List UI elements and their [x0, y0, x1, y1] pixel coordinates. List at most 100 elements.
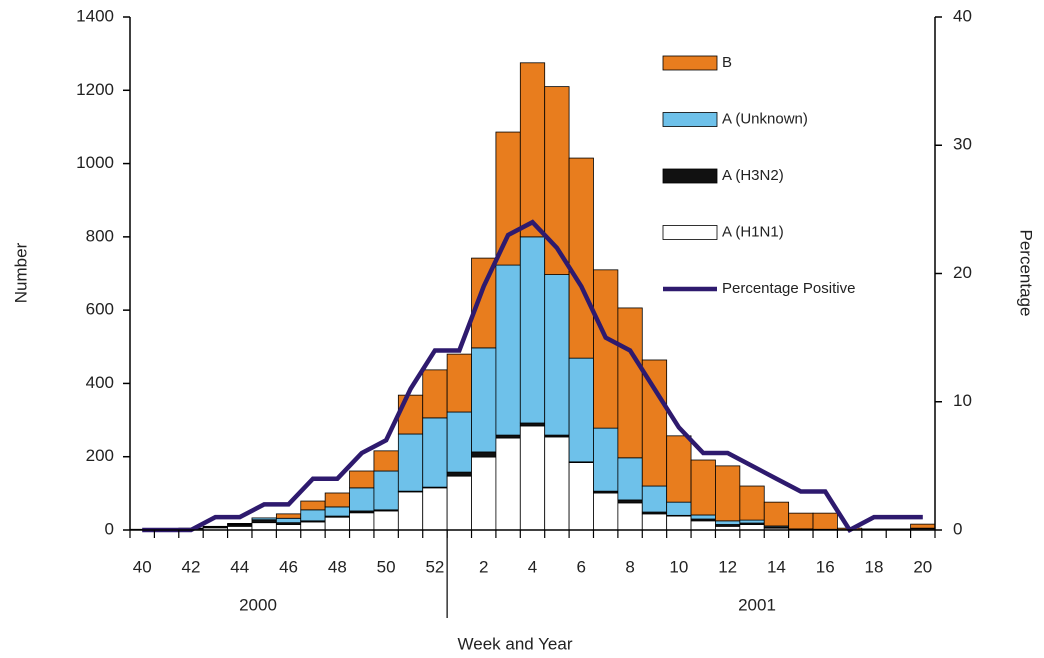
bar-segment [812, 512, 838, 530]
bar-segment [666, 515, 692, 531]
bar-segment [446, 475, 472, 531]
bar-segment [251, 519, 277, 524]
bar-segment [715, 465, 741, 522]
y2-tick-label: 30 [953, 135, 972, 154]
bar-segment [251, 522, 277, 531]
bar-segment [446, 353, 472, 413]
y-axis-label: Number [11, 242, 30, 303]
bar-segment [715, 520, 741, 525]
bar-segment [739, 519, 765, 524]
y-tick-label: 1200 [76, 80, 114, 99]
y-tick-label: 600 [86, 300, 114, 319]
bar-segment [397, 491, 424, 531]
legend-label: A (H1N1) [722, 223, 784, 240]
bar-segment [422, 369, 448, 419]
y2-axis-label: Percentage [1017, 230, 1036, 317]
y2-tick-label: 0 [953, 519, 962, 538]
x-tick-label: 8 [625, 557, 634, 576]
legend-label: A (Unknown) [722, 110, 808, 127]
y-tick-label: 800 [86, 226, 114, 245]
x-tick-label: 12 [718, 557, 737, 576]
bar-segment [690, 520, 716, 531]
bar-segment [349, 512, 375, 531]
bar-segment [568, 462, 594, 531]
x-tick-label: 20 [913, 557, 932, 576]
bar-segment [495, 264, 521, 436]
bar-segment [739, 485, 765, 521]
x-tick-label: 10 [669, 557, 688, 576]
bar-segment [251, 517, 277, 521]
bar-segment [349, 487, 375, 512]
bar-segment [422, 487, 448, 531]
bar-segment [471, 347, 497, 453]
year-label: 2000 [239, 595, 277, 614]
x-tick-label: 40 [133, 557, 152, 576]
bar-segment [666, 501, 692, 516]
bar-segment [568, 357, 594, 463]
bar-segment [641, 485, 668, 513]
legend-label: A (H3N2) [722, 167, 784, 184]
bar-segment [544, 274, 570, 436]
legend-swatch [662, 55, 718, 71]
bar-segment [397, 394, 424, 435]
bar-segment [227, 523, 253, 525]
bar-segment [495, 437, 521, 531]
x-tick-label: 50 [377, 557, 396, 576]
y-tick-label: 1000 [76, 153, 114, 172]
bar-segment [544, 86, 570, 275]
bar-segment [910, 523, 936, 529]
line-series [142, 219, 923, 533]
bar-segment [349, 470, 375, 489]
y-tick-label: 200 [86, 446, 114, 465]
bar-segment [373, 470, 399, 511]
bar-segment [300, 500, 326, 511]
x-tick-label: 42 [182, 557, 201, 576]
bar-segment [471, 456, 497, 531]
bar-segment [763, 501, 790, 527]
bar-segment [275, 513, 302, 519]
y-tick-label: 1400 [76, 6, 114, 25]
bar-segment [788, 512, 814, 530]
x-tick-label: 4 [528, 557, 537, 576]
y-tick-label: 0 [105, 519, 114, 538]
bar-segment [641, 359, 668, 487]
bar-segment [617, 457, 643, 501]
bar-segment [593, 427, 619, 492]
bar-segment [617, 307, 643, 459]
bar-segment [324, 492, 350, 508]
bar-segment [422, 417, 448, 488]
bar-segment [300, 521, 326, 531]
bar-segment [617, 502, 643, 531]
bar-segment [519, 236, 546, 424]
bar-segment [617, 499, 643, 504]
legend-swatch [662, 168, 718, 184]
bar-segment [519, 62, 546, 238]
bar-segment [300, 509, 326, 522]
bar-segment [446, 411, 472, 473]
bar-segment [690, 459, 716, 516]
x-tick-label: 2 [479, 557, 488, 576]
bar-segment [568, 157, 594, 359]
x-axis-label: Week and Year [458, 634, 573, 653]
bar-segment [519, 425, 546, 531]
x-tick-label: 44 [230, 557, 249, 576]
bar-segment [397, 433, 424, 492]
bar-segment [666, 435, 692, 503]
y-tick-label: 400 [86, 373, 114, 392]
x-tick-label: 16 [816, 557, 835, 576]
legend-swatch [662, 225, 718, 240]
bar-segment [275, 517, 302, 524]
legend-label: Percentage Positive [722, 280, 855, 297]
year-label: 2001 [738, 595, 776, 614]
bar-segment [446, 471, 472, 477]
bar-segment [593, 492, 619, 531]
legend-label: B [722, 54, 732, 71]
bar-segment [495, 131, 521, 266]
bar-segment [471, 451, 497, 458]
bar-segment [324, 516, 350, 531]
bar-segment [495, 434, 521, 439]
y2-tick-label: 40 [953, 6, 972, 25]
x-tick-label: 6 [577, 557, 586, 576]
x-tick-label: 46 [279, 557, 298, 576]
